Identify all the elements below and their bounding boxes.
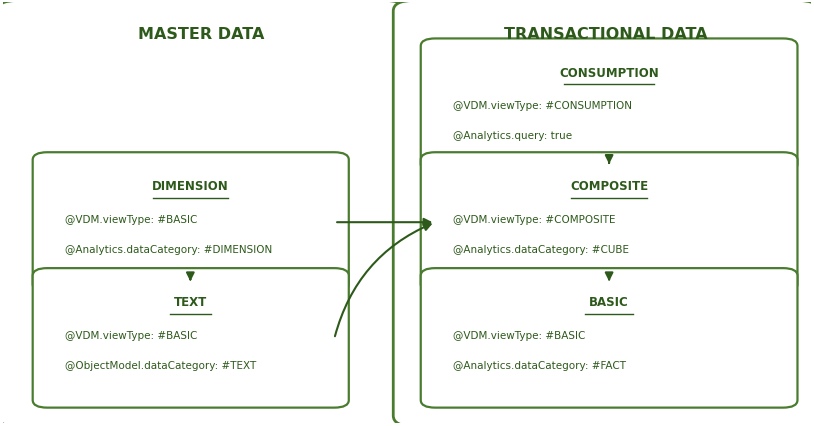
FancyBboxPatch shape [0, 2, 405, 426]
Text: @Analytics.dataCategory: #FACT: @Analytics.dataCategory: #FACT [453, 360, 626, 370]
Text: TEXT: TEXT [174, 296, 208, 308]
FancyBboxPatch shape [421, 268, 798, 408]
FancyArrowPatch shape [335, 224, 431, 337]
Text: @ObjectModel.dataCategory: #TEXT: @ObjectModel.dataCategory: #TEXT [65, 360, 256, 370]
FancyBboxPatch shape [393, 2, 814, 426]
Text: DIMENSION: DIMENSION [152, 180, 229, 193]
FancyBboxPatch shape [421, 153, 798, 292]
Text: @Analytics.dataCategory: #CUBE: @Analytics.dataCategory: #CUBE [453, 245, 629, 255]
Text: @VDM.viewType: #CONSUMPTION: @VDM.viewType: #CONSUMPTION [453, 101, 632, 111]
Text: BASIC: BASIC [589, 296, 629, 308]
Text: COMPOSITE: COMPOSITE [570, 180, 648, 193]
Text: @Analytics.query: true: @Analytics.query: true [453, 131, 572, 141]
Text: CONSUMPTION: CONSUMPTION [559, 66, 659, 80]
FancyBboxPatch shape [33, 268, 348, 408]
Text: TRANSACTIONAL DATA: TRANSACTIONAL DATA [504, 27, 707, 42]
FancyBboxPatch shape [421, 39, 798, 172]
Text: @VDM.viewType: #BASIC: @VDM.viewType: #BASIC [65, 214, 198, 225]
Text: @VDM.viewType: #BASIC: @VDM.viewType: #BASIC [65, 330, 198, 340]
Text: @VDM.viewType: #COMPOSITE: @VDM.viewType: #COMPOSITE [453, 214, 615, 225]
Text: @VDM.viewType: #BASIC: @VDM.viewType: #BASIC [453, 330, 585, 340]
Text: MASTER DATA: MASTER DATA [138, 27, 264, 42]
FancyBboxPatch shape [33, 153, 348, 292]
Text: @Analytics.dataCategory: #DIMENSION: @Analytics.dataCategory: #DIMENSION [65, 245, 272, 255]
